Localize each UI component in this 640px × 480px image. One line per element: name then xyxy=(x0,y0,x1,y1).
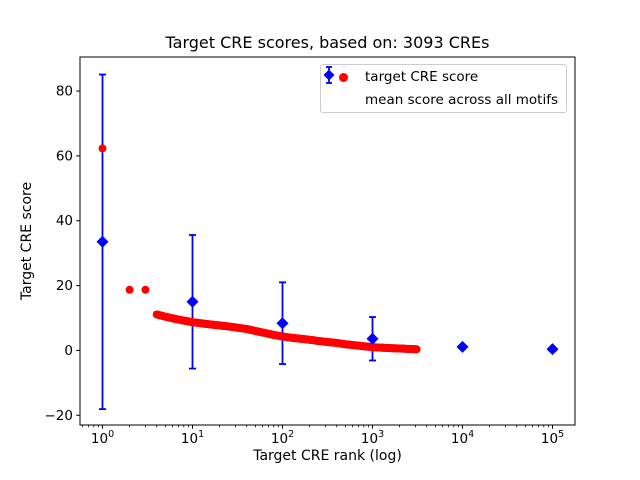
y-tick-label: 80 xyxy=(56,84,73,100)
x-tick-label: 103 xyxy=(361,429,384,447)
y-tick-label: 20 xyxy=(56,278,73,294)
x-tick-label: 101 xyxy=(181,429,204,447)
data-point-blue-diamond xyxy=(456,340,469,353)
x-axis-label: Target CRE rank (log) xyxy=(253,448,402,464)
data-point-blue-diamond xyxy=(546,343,559,356)
y-tick-label: 0 xyxy=(64,343,73,359)
x-tick-label: 105 xyxy=(541,429,564,447)
legend-label: target CRE score xyxy=(365,69,479,85)
data-point-blue-diamond xyxy=(276,317,289,330)
data-point-red xyxy=(141,285,150,294)
y-tick-label: 40 xyxy=(56,213,73,229)
legend-item-mean-score: mean score across all motifs xyxy=(321,66,566,111)
red-circle-marker-icon xyxy=(321,72,365,82)
y-tick-label: −20 xyxy=(45,408,74,424)
data-point-red xyxy=(412,345,421,354)
x-tick-label: 102 xyxy=(271,429,294,447)
data-point-red xyxy=(98,144,107,153)
legend: target CRE score mean score across all m… xyxy=(320,64,567,113)
chart-title: Target CRE scores, based on: 3093 CREs xyxy=(165,33,490,52)
legend-item-target-cre-score: target CRE score xyxy=(321,66,566,88)
y-tick-label: 60 xyxy=(56,148,73,164)
data-point-blue-diamond xyxy=(366,332,379,345)
data-point-blue-diamond xyxy=(96,235,109,248)
x-tick-label: 104 xyxy=(451,429,474,447)
x-tick-label: 100 xyxy=(91,429,114,447)
legend-label: mean score across all motifs xyxy=(365,92,559,108)
axes-frame xyxy=(79,56,576,426)
data-point-blue-diamond xyxy=(186,295,199,308)
y-axis-label: Target CRE score xyxy=(19,181,35,301)
data-point-red xyxy=(125,285,134,294)
